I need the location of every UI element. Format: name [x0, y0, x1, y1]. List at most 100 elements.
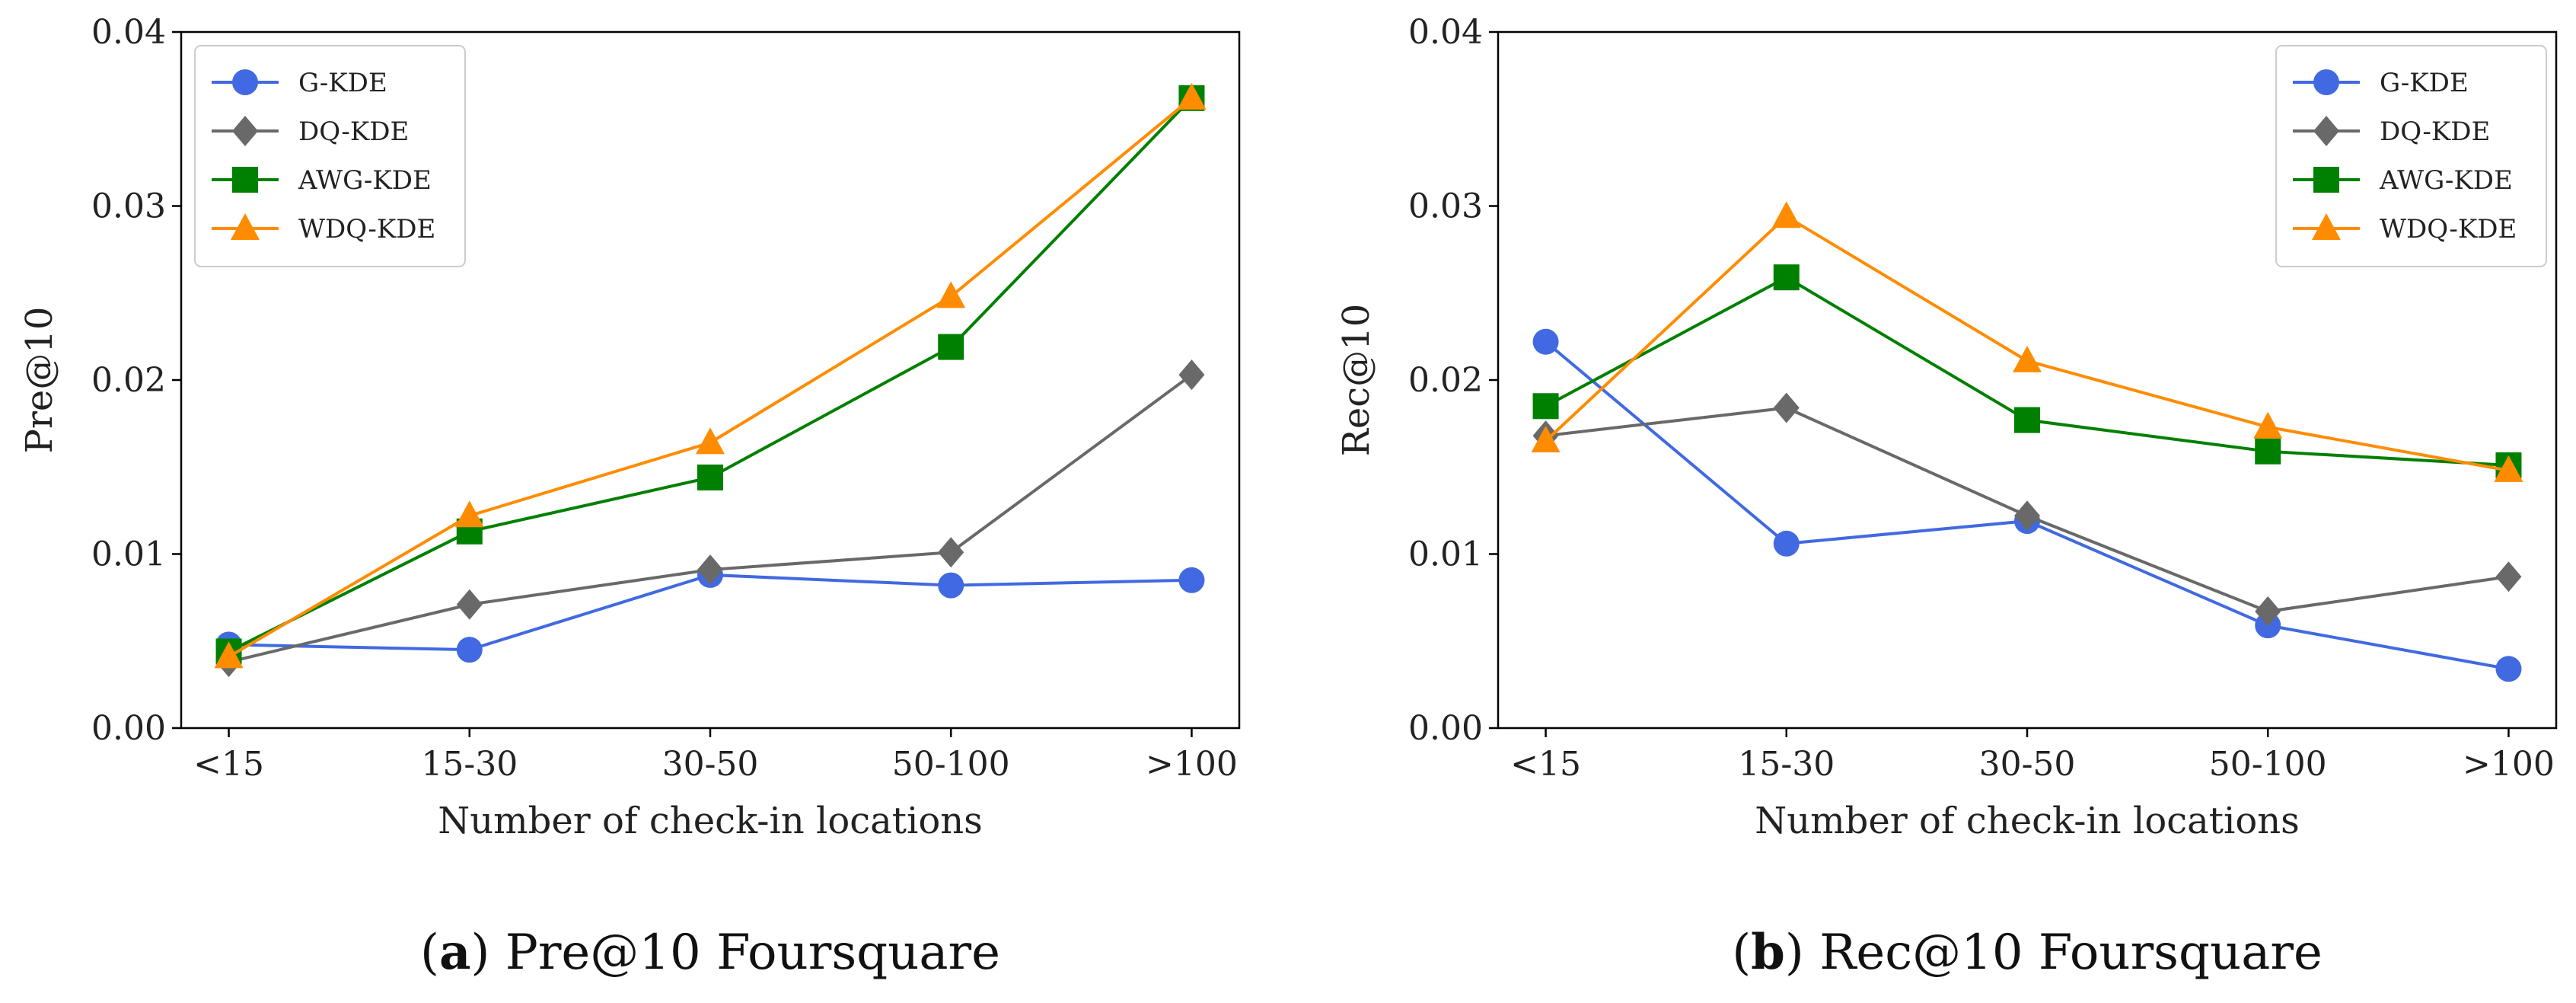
data-point — [2013, 345, 2042, 372]
legend-label: G-KDE — [298, 68, 387, 98]
x-tick-label: 30-50 — [1979, 745, 2076, 784]
caption-paren-close: ) — [470, 925, 505, 981]
data-point — [1178, 567, 1205, 593]
legend-label: WDQ-KDE — [298, 214, 435, 244]
y-axis-label: Rec@10 — [1335, 304, 1378, 457]
data-point — [697, 464, 723, 490]
data-point — [938, 572, 964, 599]
legend-box — [2275, 45, 2547, 267]
legend-swatch-marker — [232, 69, 258, 95]
legend: G-KDE DQ-KDE AWG-KDE WDQ-KDE — [194, 45, 466, 267]
series-dq-kde — [1532, 392, 2522, 627]
legend-item: G-KDE — [2293, 68, 2469, 98]
legend-item: AWG-KDE — [2293, 165, 2513, 196]
data-point — [2495, 656, 2522, 682]
data-point — [2494, 455, 2523, 482]
data-point — [1773, 264, 1800, 291]
y-tick-label: 0.01 — [91, 535, 166, 574]
legend-box — [194, 45, 466, 267]
panel-caption: (a) Pre@10 Foursquare — [420, 924, 1000, 981]
legend-swatch-marker — [2313, 167, 2339, 193]
legend-label: DQ-KDE — [298, 117, 409, 147]
chart-panel-a: 0.00 0.01 0.02 0.03 0.04 <15 15-30 30-50 50-100 >… — [18, 13, 1241, 981]
y-tick-label: 0.02 — [91, 361, 166, 400]
legend-swatch-marker — [232, 167, 258, 193]
y-tick-label: 0.04 — [1408, 13, 1483, 52]
y-tick-label: 0.03 — [91, 187, 166, 226]
series-wdq-kde — [214, 82, 1207, 669]
data-point — [2014, 407, 2040, 433]
x-tick-label: 15-30 — [1738, 745, 1835, 784]
series-dq-kde — [215, 359, 1205, 678]
data-point — [2014, 500, 2040, 532]
caption-letter: b — [1751, 924, 1785, 981]
data-point — [1773, 392, 1800, 423]
panel-caption: (b) Rec@10 Foursquare — [1732, 924, 2323, 981]
y-tick-label: 0.02 — [1408, 361, 1483, 400]
caption-paren-close: ) — [1785, 925, 1819, 981]
legend-swatch-marker — [2312, 213, 2341, 240]
y-axis-label: Pre@10 — [18, 307, 61, 454]
legend-swatch-marker — [2313, 69, 2339, 95]
legend-item: WDQ-KDE — [212, 213, 435, 244]
data-point — [2255, 438, 2281, 465]
caption-text: Pre@10 Foursquare — [505, 925, 1000, 981]
data-point — [1177, 82, 1207, 110]
data-point — [456, 589, 483, 620]
legend-item: DQ-KDE — [212, 116, 409, 147]
data-point — [697, 554, 723, 586]
legend-item: DQ-KDE — [2293, 116, 2490, 147]
data-point — [1532, 328, 1559, 355]
data-point — [938, 334, 964, 360]
y-tick-label: 0.01 — [1408, 535, 1483, 574]
data-point — [2253, 411, 2283, 439]
data-point — [1771, 201, 1801, 228]
data-point — [456, 637, 483, 663]
legend-swatch-marker — [231, 213, 260, 240]
x-tick-label: 15-30 — [421, 745, 518, 784]
legend-item: AWG-KDE — [212, 165, 432, 196]
legend: G-KDE DQ-KDE AWG-KDE WDQ-KDE — [2275, 45, 2547, 267]
legend-item: WDQ-KDE — [2293, 213, 2517, 244]
caption-letter: a — [439, 924, 470, 981]
x-tick-label: 50-100 — [2209, 745, 2327, 784]
y-tick-label: 0.04 — [91, 13, 166, 52]
x-tick-label: <15 — [1510, 745, 1581, 784]
legend-label: WDQ-KDE — [2380, 214, 2517, 244]
x-axis-label: Number of check-in locations — [1755, 800, 2300, 842]
data-point — [938, 537, 964, 568]
x-tick-label: 30-50 — [662, 745, 759, 784]
caption-paren-open: ( — [1732, 925, 1751, 981]
data-point — [696, 427, 725, 455]
series-line — [228, 373, 1193, 664]
data-point — [2255, 596, 2281, 627]
data-point — [2495, 561, 2522, 593]
x-tick-label: >100 — [2463, 745, 2555, 784]
data-point — [1773, 530, 1800, 557]
chart-panel-b: 0.00 0.01 0.02 0.03 0.04 <15 15-30 30-50 50-100 >… — [1335, 13, 2558, 981]
data-point — [214, 641, 244, 669]
series-wdq-kde — [1531, 201, 2523, 482]
x-axis-label: Number of check-in locations — [438, 800, 983, 842]
legend-label: DQ-KDE — [2380, 117, 2490, 147]
caption-paren-open: ( — [420, 925, 439, 981]
x-tick-label: <15 — [193, 745, 264, 784]
legend-swatch-marker — [2313, 116, 2339, 146]
data-point — [1178, 359, 1205, 391]
x-tick-label: >100 — [1146, 745, 1238, 784]
y-tick-label: 0.00 — [91, 709, 166, 748]
y-tick-label: 0.00 — [1408, 709, 1483, 748]
legend-label: G-KDE — [2380, 68, 2469, 98]
legend-item: G-KDE — [212, 68, 387, 98]
data-point — [1531, 425, 1561, 452]
y-tick-label: 0.03 — [1408, 187, 1483, 226]
legend-label: AWG-KDE — [2379, 165, 2513, 196]
data-point — [1532, 393, 1559, 420]
data-point — [454, 500, 484, 528]
x-tick-label: 50-100 — [892, 745, 1010, 784]
series-awg-kde — [1532, 264, 2522, 478]
legend-swatch-marker — [232, 116, 258, 146]
caption-text: Rec@10 Foursquare — [1819, 925, 2323, 981]
data-point — [936, 281, 966, 308]
